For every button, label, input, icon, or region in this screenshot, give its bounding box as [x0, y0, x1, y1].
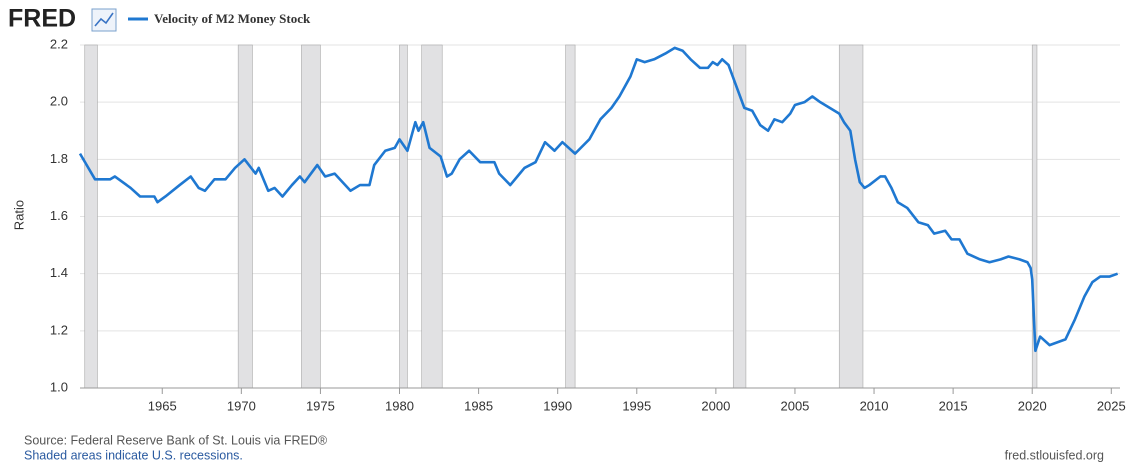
y-tick-label: 2.2 [50, 36, 68, 51]
x-tick-label: 1965 [148, 398, 177, 413]
y-tick-label: 2.0 [50, 94, 68, 109]
x-tick-label: 1975 [306, 398, 335, 413]
recession-band [399, 44, 408, 389]
recession-band [565, 44, 576, 389]
source: Source: Federal Reserve Bank of St. Loui… [24, 433, 328, 447]
data-line [78, 46, 1119, 353]
x-tick-label: 1990 [543, 398, 572, 413]
x-tick-label: 1980 [385, 398, 414, 413]
recession-band [838, 44, 864, 389]
x-tick-label: 1985 [464, 398, 493, 413]
y-tick-label: 1.6 [50, 208, 68, 223]
x-tick-label: 1970 [227, 398, 256, 413]
recession-band [421, 44, 443, 389]
x-tick-label: 2015 [939, 398, 968, 413]
x-tick-label: 2010 [860, 398, 889, 413]
y-tick-label: 1.2 [50, 322, 68, 337]
x-tick-label: 1995 [622, 398, 651, 413]
x-tick-label: 2020 [1018, 398, 1047, 413]
y-axis-label: Ratio [11, 200, 26, 230]
logo: FRED [8, 5, 76, 33]
x-tick-label: 2005 [780, 398, 809, 413]
note: Shaded areas indicate U.S. recessions. [24, 448, 243, 462]
recession-band [84, 44, 98, 389]
legend-label: Velocity of M2 Money Stock [154, 11, 311, 26]
url: fred.stlouisfed.org [1005, 448, 1104, 462]
recession-band [301, 44, 321, 389]
y-tick-label: 1.0 [50, 379, 68, 394]
x-tick-label: 2000 [701, 398, 730, 413]
recession-band [237, 44, 253, 389]
x-tick-label: 2025 [1097, 398, 1126, 413]
y-tick-label: 1.8 [50, 151, 68, 166]
logo-icon [91, 8, 117, 32]
y-tick-label: 1.4 [50, 265, 68, 280]
